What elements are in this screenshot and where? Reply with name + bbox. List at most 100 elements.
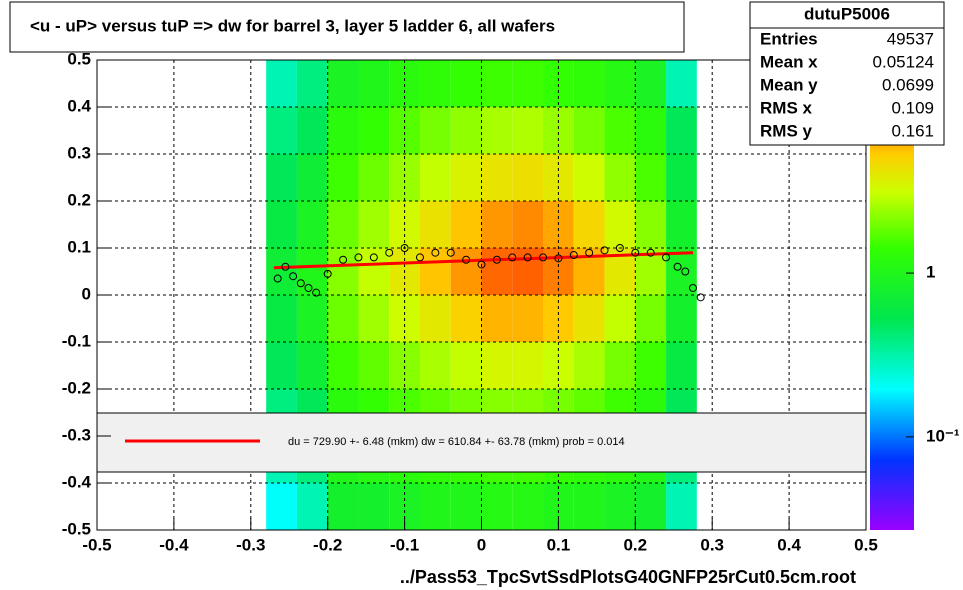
profile-point bbox=[323, 269, 332, 278]
heat-cell bbox=[512, 295, 544, 342]
heat-cell bbox=[666, 60, 697, 107]
heat-cell bbox=[481, 201, 513, 248]
stats-value: 49537 bbox=[887, 29, 934, 48]
heat-cell bbox=[573, 483, 605, 530]
heat-cell bbox=[635, 483, 667, 530]
heat-cell bbox=[266, 483, 297, 530]
profile-point bbox=[585, 248, 594, 257]
heat-cell bbox=[419, 107, 451, 154]
heat-cell bbox=[604, 483, 636, 530]
heat-cell bbox=[358, 107, 390, 154]
y-tick-label: 0 bbox=[82, 284, 91, 303]
heat-cell bbox=[635, 201, 667, 248]
heat-cell bbox=[481, 60, 513, 107]
heat-cell bbox=[450, 107, 482, 154]
heat-cell bbox=[573, 60, 605, 107]
heat-cell bbox=[419, 201, 451, 248]
profile-point bbox=[369, 253, 378, 262]
profile-point bbox=[354, 253, 363, 262]
heat-cell bbox=[604, 107, 636, 154]
heat-cell bbox=[512, 201, 544, 248]
y-tick-label: -0.2 bbox=[62, 378, 91, 397]
profile-point bbox=[400, 244, 409, 252]
heatmap bbox=[266, 60, 697, 530]
z-tick-label: 1 bbox=[926, 263, 935, 282]
heat-cell bbox=[450, 201, 482, 248]
fit-label: du = 729.90 +- 6.48 (mkm) dw = 610.84 +-… bbox=[288, 436, 625, 448]
profile-point bbox=[673, 262, 682, 271]
heat-cell bbox=[266, 60, 297, 107]
heat-cell bbox=[573, 154, 605, 201]
heat-cell bbox=[666, 107, 697, 154]
profile-point bbox=[600, 246, 609, 255]
profile-point bbox=[569, 251, 578, 260]
profile-point bbox=[289, 272, 298, 281]
heat-cell bbox=[604, 342, 636, 389]
heat-cell bbox=[358, 483, 390, 530]
heat-cell bbox=[266, 107, 297, 154]
heat-cell bbox=[327, 342, 359, 389]
profile-point bbox=[304, 283, 313, 292]
profile-point bbox=[696, 293, 705, 302]
x-tick-label: 0.2 bbox=[623, 535, 647, 554]
stats-value: 0.05124 bbox=[873, 52, 934, 71]
stats-box bbox=[749, 1, 945, 146]
stats-value: 0.109 bbox=[891, 98, 934, 117]
heat-cell bbox=[573, 201, 605, 248]
heat-cell bbox=[604, 295, 636, 342]
profile-point bbox=[385, 248, 394, 257]
heat-cell bbox=[296, 483, 328, 530]
x-tick-label: 0.3 bbox=[700, 535, 724, 554]
heat-cell bbox=[296, 107, 328, 154]
y-tick-label: 0.3 bbox=[67, 143, 91, 162]
profile-point bbox=[296, 279, 305, 288]
heat-cell bbox=[512, 60, 544, 107]
heat-cell bbox=[450, 248, 482, 295]
x-tick-label: -0.5 bbox=[82, 535, 111, 554]
heat-cell bbox=[573, 107, 605, 154]
heat-cell bbox=[327, 201, 359, 248]
profile-point bbox=[462, 255, 471, 264]
heat-cell bbox=[419, 295, 451, 342]
y-tick-label: -0.1 bbox=[62, 331, 91, 350]
heat-cell bbox=[358, 295, 390, 342]
heat-cell bbox=[296, 201, 328, 248]
heat-cell bbox=[512, 248, 544, 295]
heat-cell bbox=[296, 60, 328, 107]
heat-cell bbox=[419, 342, 451, 389]
heat-cell bbox=[573, 295, 605, 342]
fit-line bbox=[273, 251, 694, 270]
heat-cell bbox=[266, 342, 297, 389]
profile-point bbox=[646, 248, 655, 257]
heat-cell bbox=[358, 248, 390, 295]
heat-cell bbox=[327, 107, 359, 154]
heat-cell bbox=[296, 342, 328, 389]
profile-point bbox=[281, 262, 290, 271]
profile-point bbox=[662, 253, 671, 262]
heat-cell bbox=[358, 154, 390, 201]
profile-point bbox=[539, 253, 548, 262]
y-tick-label: 0.4 bbox=[67, 96, 91, 115]
y-tick-label: -0.3 bbox=[62, 425, 91, 444]
heat-cell bbox=[450, 154, 482, 201]
heat-cell bbox=[358, 342, 390, 389]
z-tick-label: 10⁻¹ bbox=[926, 426, 960, 445]
heat-cell bbox=[635, 154, 667, 201]
heat-cell bbox=[327, 60, 359, 107]
heat-cell bbox=[635, 295, 667, 342]
axes: -0.5 -0.4 -0.3 -0.2 -0.1 0 0.1 0.2 0.3 0.4 0.5 -0.5… bbox=[62, 49, 960, 554]
heat-cell bbox=[327, 483, 359, 530]
heat-cell bbox=[666, 483, 697, 530]
profile-point bbox=[415, 253, 424, 262]
x-tick-label: -0.1 bbox=[390, 535, 419, 554]
stats-value: 0.161 bbox=[891, 121, 934, 140]
heat-cell bbox=[604, 60, 636, 107]
profile-point bbox=[681, 267, 690, 276]
heat-cell bbox=[512, 342, 544, 389]
heat-cell bbox=[266, 248, 297, 295]
x-axis-label: ../Pass53_TpcSvtSsdPlotsG40GNFP25rCut0.5… bbox=[400, 567, 856, 587]
heat-cell bbox=[481, 107, 513, 154]
chart-title: <u - uP> versus tuP => dw for barrel 3, … bbox=[30, 16, 555, 35]
stats-label: Mean x bbox=[760, 52, 818, 71]
heat-cell bbox=[512, 154, 544, 201]
